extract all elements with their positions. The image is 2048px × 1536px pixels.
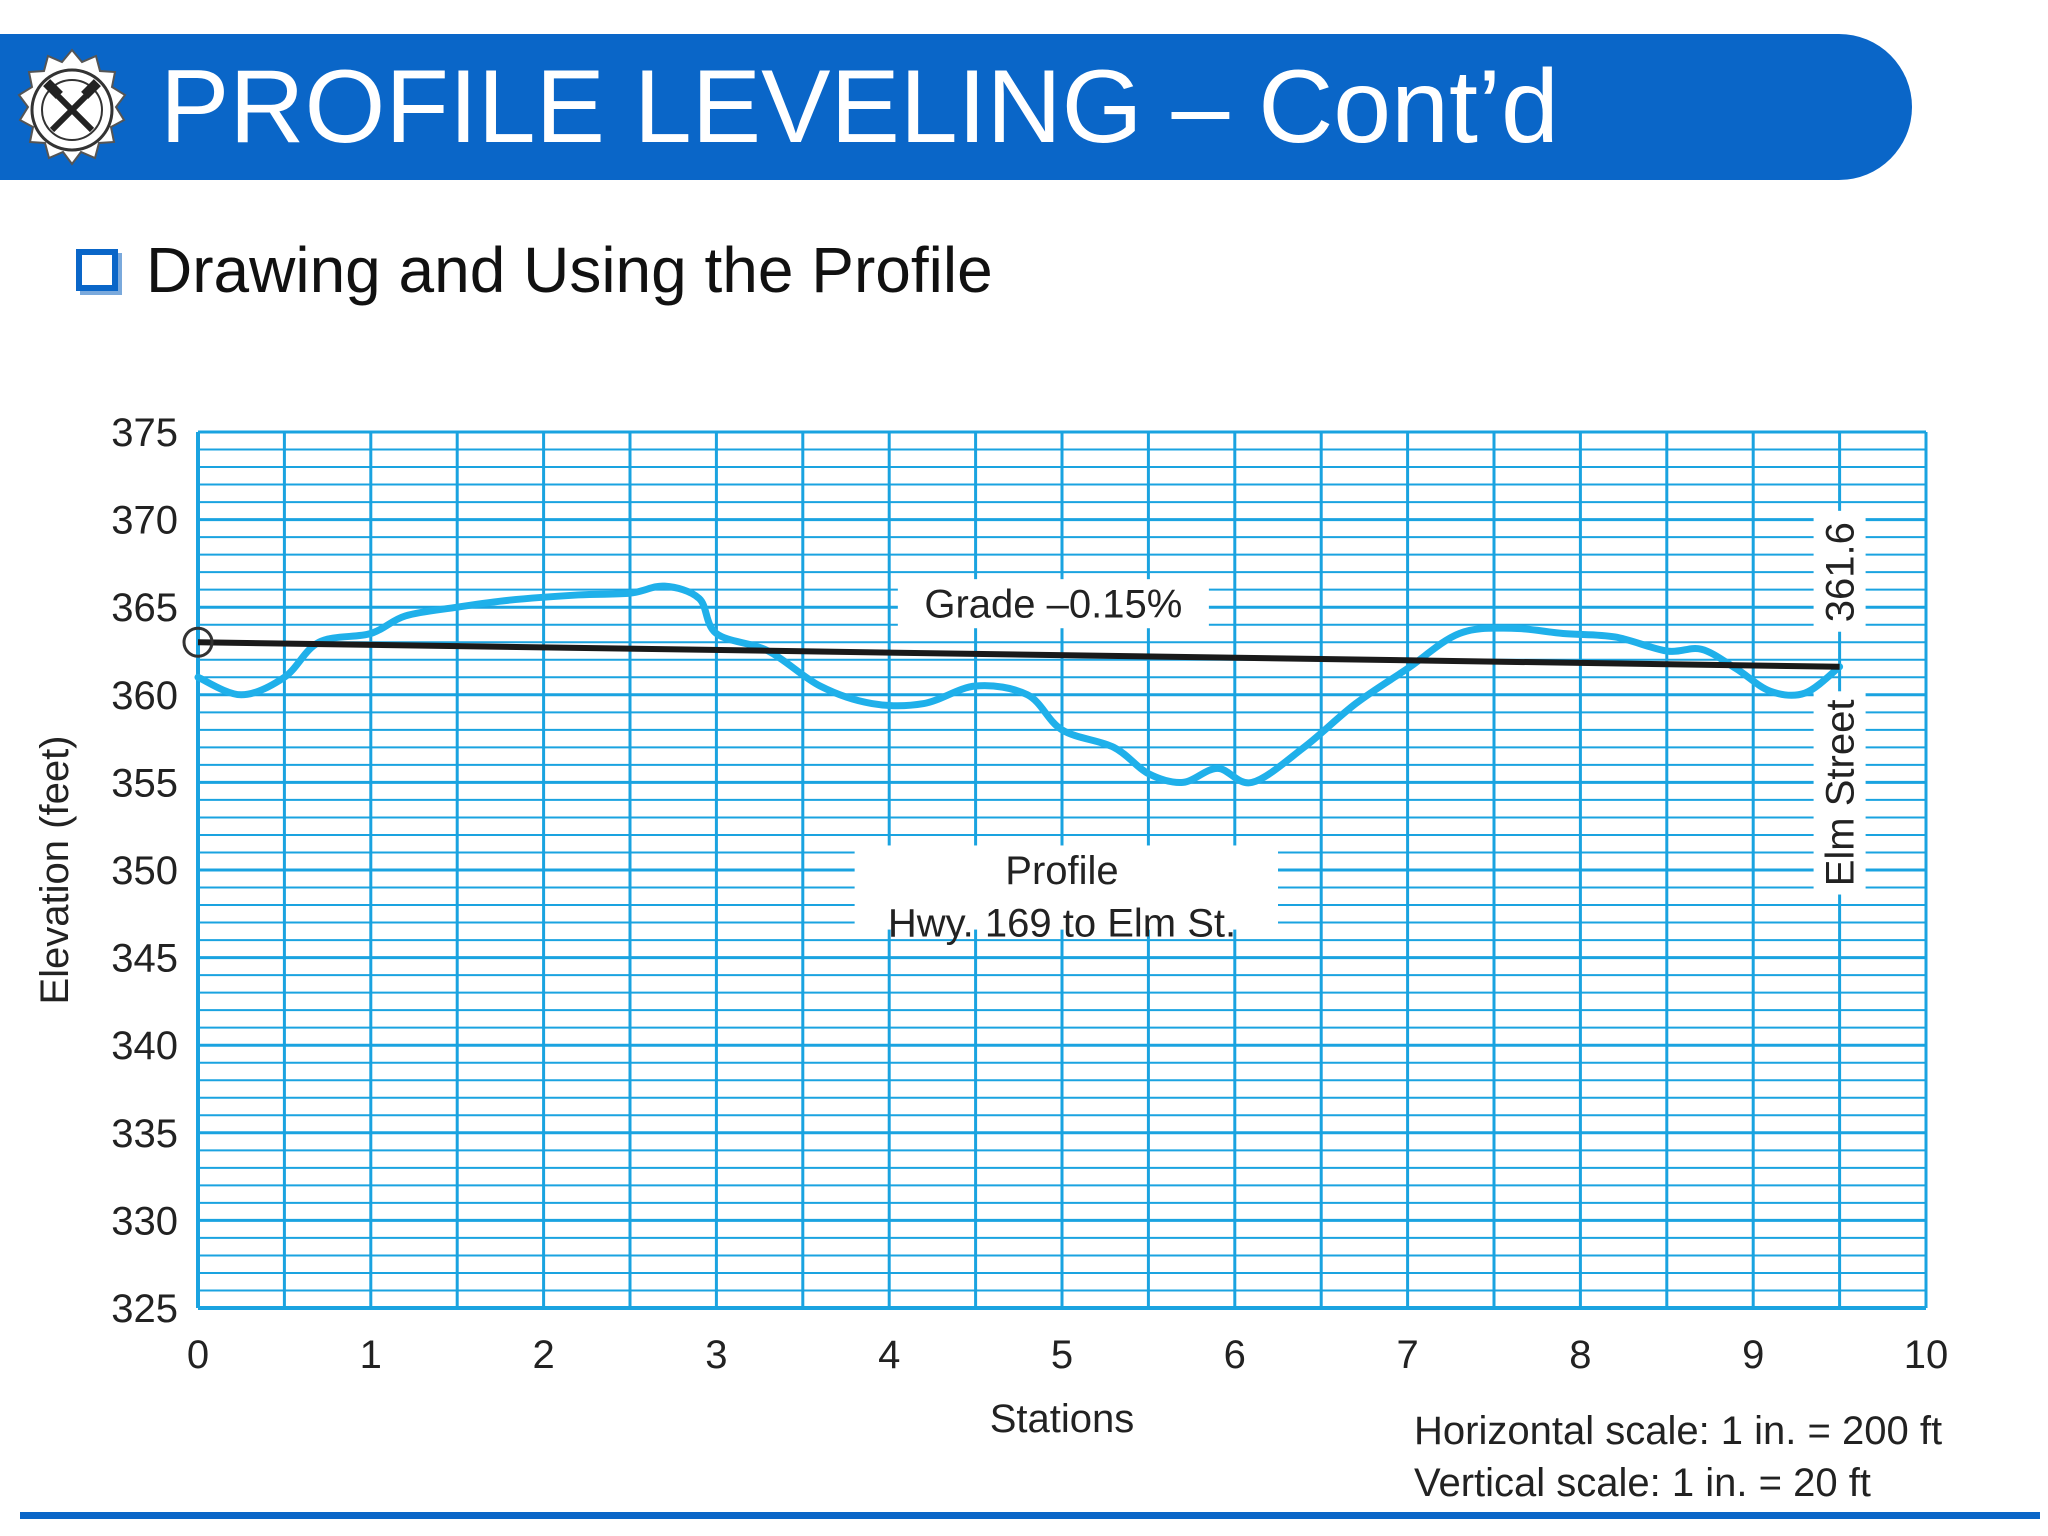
x-tick-label: 6 bbox=[1224, 1333, 1246, 1377]
grade-line bbox=[197, 639, 1840, 670]
y-tick-label: 330 bbox=[111, 1199, 178, 1243]
square-bullet-icon bbox=[76, 249, 118, 291]
title-bar bbox=[0, 34, 1912, 180]
footer-rule bbox=[20, 1512, 2040, 1519]
x-tick-label: 2 bbox=[532, 1333, 554, 1377]
profile-label-title: Profile bbox=[1005, 849, 1118, 893]
grade-start-marker bbox=[182, 626, 214, 658]
y-tick-label: 375 bbox=[111, 411, 178, 455]
end-elevation-box bbox=[1813, 510, 1866, 632]
x-tick-label: 9 bbox=[1742, 1333, 1764, 1377]
x-tick-label: 4 bbox=[878, 1333, 900, 1377]
y-tick-label: 370 bbox=[111, 499, 178, 543]
horizontal-scale-note: Horizontal scale: 1 in. = 200 ft bbox=[1414, 1409, 1942, 1453]
grade-label: Grade –0.15% bbox=[924, 583, 1182, 627]
grade-label-box bbox=[897, 579, 1209, 629]
x-tick-label: 3 bbox=[705, 1333, 727, 1377]
profile-label-subtitle: Hwy. 169 to Elm St. bbox=[888, 902, 1236, 946]
y-tick-label: 345 bbox=[111, 937, 178, 981]
bullet-text: Drawing and Using the Profile bbox=[146, 234, 993, 306]
y-tick-label: 365 bbox=[111, 586, 178, 630]
crossed-pick-hammer-gear-seal-icon bbox=[17, 48, 127, 166]
y-tick-label: 360 bbox=[111, 674, 178, 718]
y-tick-label: 355 bbox=[111, 761, 178, 805]
y-tick-label: 335 bbox=[111, 1112, 178, 1156]
profile-chart-container: 375 370 365 360 355 350 345 340 335 330 325 0 1 2 3 4 5 6… bbox=[0, 380, 2048, 1510]
vertical-scale-note: Vertical scale: 1 in. = 20 ft bbox=[1414, 1461, 1871, 1505]
x-tick-label: 7 bbox=[1396, 1333, 1418, 1377]
y-tick-label: 325 bbox=[111, 1287, 178, 1331]
profile-label-box bbox=[854, 845, 1278, 930]
end-station-label: Elm Street bbox=[1819, 700, 1863, 887]
slide-title: PROFILE LEVELING – Cont’d bbox=[160, 49, 1559, 165]
end-elevation-label: 361.6 bbox=[1819, 522, 1863, 622]
x-axis-label: Stations bbox=[990, 1397, 1135, 1441]
y-axis-label: Elevation (feet) bbox=[33, 735, 77, 1004]
x-tick-label: 5 bbox=[1051, 1333, 1073, 1377]
end-station-box bbox=[1813, 691, 1866, 895]
y-tick-label: 350 bbox=[111, 849, 178, 893]
x-tick-label: 1 bbox=[360, 1333, 382, 1377]
x-tick-label: 8 bbox=[1569, 1333, 1591, 1377]
bullet-item: Drawing and Using the Profile bbox=[76, 230, 993, 310]
x-tick-label: 10 bbox=[1904, 1333, 1949, 1377]
ground-profile-line bbox=[194, 582, 1844, 787]
y-tick-label: 340 bbox=[111, 1024, 178, 1068]
x-tick-label: 0 bbox=[187, 1333, 209, 1377]
